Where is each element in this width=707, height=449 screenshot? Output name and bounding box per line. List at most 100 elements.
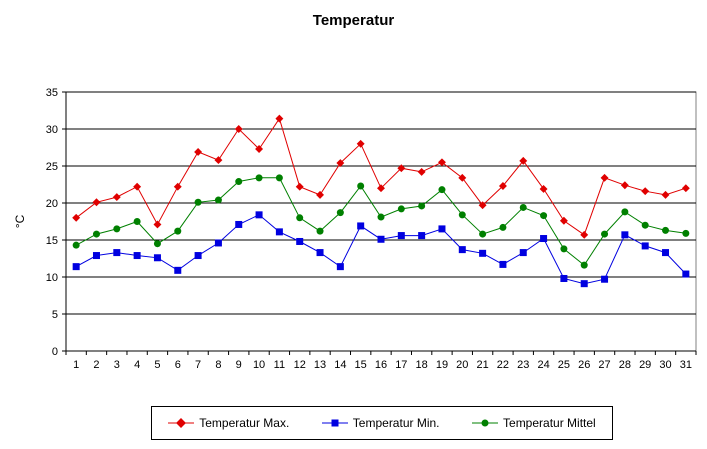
legend-item-min: Temperatur Min.: [321, 416, 440, 430]
point-max-6: [173, 182, 182, 191]
point-max-29: [641, 187, 650, 196]
point-min-13: [316, 249, 324, 257]
point-mittel-29: [641, 221, 649, 229]
point-mittel-2: [92, 230, 100, 238]
legend-swatch-max: [168, 418, 195, 428]
tick-label-x-16: 16: [375, 359, 387, 371]
point-mittel-12: [296, 214, 304, 222]
tick-label-x-29: 29: [639, 359, 651, 371]
point-mittel-28: [621, 208, 629, 216]
point-max-22: [498, 182, 507, 190]
point-max-7: [194, 147, 203, 156]
point-min-8: [214, 239, 222, 247]
point-min-2: [92, 252, 100, 260]
legend-swatch-min: [321, 419, 348, 427]
point-mittel-25: [560, 245, 568, 253]
tick-label-y-0: 0: [52, 346, 58, 358]
tick-label-x-20: 20: [456, 359, 468, 371]
point-min-6: [174, 266, 182, 274]
point-mittel-20: [458, 211, 466, 219]
point-min-30: [662, 249, 670, 257]
tick-label-x-24: 24: [537, 359, 549, 371]
point-max-9: [234, 125, 243, 133]
tick-label-y-30: 30: [46, 124, 58, 136]
point-max-30: [661, 190, 670, 199]
point-mittel-26: [580, 261, 588, 269]
point-min-23: [519, 249, 527, 257]
point-mittel-5: [153, 240, 161, 248]
tick-label-x-28: 28: [619, 359, 631, 371]
point-min-9: [235, 220, 243, 228]
point-min-4: [133, 252, 141, 260]
point-max-15: [356, 139, 365, 148]
point-min-1: [72, 263, 80, 271]
point-mittel-1: [72, 241, 80, 249]
point-min-17: [397, 232, 405, 240]
point-min-26: [580, 280, 588, 288]
point-max-19: [438, 158, 446, 167]
point-max-1: [72, 213, 81, 222]
point-min-10: [255, 211, 263, 219]
tick-label-x-7: 7: [195, 359, 201, 371]
tick-label-x-5: 5: [154, 359, 160, 371]
point-min-21: [479, 249, 487, 257]
point-min-14: [336, 263, 344, 271]
tick-label-x-23: 23: [517, 359, 529, 371]
point-max-13: [316, 190, 324, 199]
tick-label-x-18: 18: [416, 359, 428, 371]
point-max-2: [92, 198, 101, 207]
point-mittel-19: [438, 186, 446, 194]
point-max-17: [397, 164, 406, 173]
tick-label-x-21: 21: [476, 359, 488, 371]
chart-legend: Temperatur Max. Temperatur Min. Temperat…: [151, 406, 613, 440]
point-max-21: [478, 201, 487, 210]
point-mittel-8: [214, 196, 222, 204]
tick-label-y-10: 10: [46, 272, 58, 284]
point-max-8: [214, 156, 223, 165]
point-max-28: [620, 181, 629, 190]
tick-label-x-25: 25: [558, 359, 570, 371]
point-min-11: [275, 228, 283, 236]
chart-title: Temperatur: [312, 12, 395, 29]
legend-item-max: Temperatur Max.: [168, 416, 289, 430]
point-mittel-27: [601, 230, 609, 238]
point-min-7: [194, 252, 202, 260]
tick-label-y-5: 5: [52, 309, 58, 321]
point-mittel-3: [113, 225, 121, 233]
point-mittel-24: [540, 212, 548, 220]
point-min-18: [418, 232, 426, 240]
point-max-23: [519, 156, 528, 165]
y-axis-label: °C: [13, 214, 27, 228]
tick-label-x-8: 8: [215, 359, 221, 371]
point-min-12: [296, 237, 304, 245]
tick-label-x-10: 10: [253, 359, 265, 371]
point-min-24: [540, 235, 548, 243]
legend-label-max: Temperatur Max.: [199, 416, 290, 430]
tick-label-x-15: 15: [355, 359, 367, 371]
point-max-10: [255, 145, 264, 153]
point-mittel-23: [519, 203, 527, 211]
tick-label-x-17: 17: [395, 359, 407, 371]
point-mittel-18: [418, 202, 426, 210]
tick-label-x-4: 4: [134, 359, 140, 371]
point-max-27: [600, 173, 609, 182]
point-min-20: [458, 246, 466, 254]
point-mittel-4: [133, 218, 141, 225]
point-min-19: [438, 225, 446, 233]
point-min-28: [621, 231, 629, 239]
tick-label-x-27: 27: [598, 359, 610, 371]
tick-label-x-19: 19: [436, 359, 448, 371]
legend-swatch-mittel: [472, 419, 499, 427]
tick-label-x-31: 31: [680, 359, 692, 371]
point-mittel-21: [479, 230, 487, 238]
point-mittel-11: [275, 174, 283, 182]
point-max-26: [580, 230, 589, 239]
point-min-15: [357, 222, 365, 230]
point-mittel-22: [499, 223, 507, 231]
point-max-24: [539, 184, 548, 193]
legend-label-min: Temperatur Min.: [352, 416, 440, 430]
point-min-3: [113, 249, 121, 257]
point-mittel-16: [377, 213, 385, 221]
point-min-22: [499, 260, 507, 268]
